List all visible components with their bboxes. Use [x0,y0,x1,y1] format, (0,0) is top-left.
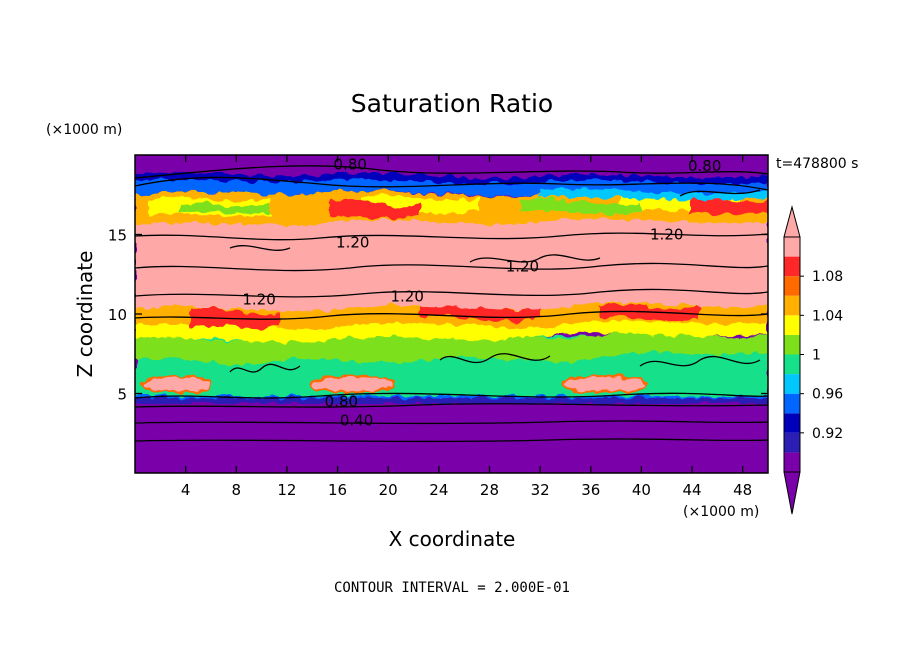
cloud-top-green [180,198,640,215]
contour-line [469,254,601,263]
colorbar-segment [784,393,800,414]
colorbar-label: 0.92 [812,426,843,442]
saturation-field [135,172,768,404]
colorbar-segment [784,315,800,335]
colorbar-label: 1.04 [812,308,843,324]
colorbar-label: 1.08 [812,269,843,285]
colorbar-segment [784,452,800,472]
supersaturated-layer [135,209,768,312]
x-tick-label: 40 [632,481,651,499]
y-ticks: 5 10 15 [108,227,768,404]
mixed-layer-red [190,300,700,329]
x-axis-unit: (×1000 m) [683,504,759,520]
colorbar-segment [784,237,800,257]
y-axis-unit: (×1000 m) [46,122,122,138]
contour-line [135,176,768,191]
contour-line [135,403,768,408]
colorbar-segment [784,374,800,394]
contour-label: 1.20 [242,291,275,309]
contour-label: 0.80 [688,157,721,175]
contour-line [135,420,768,425]
cloud-top-cyan [540,188,768,200]
contour-line [135,438,768,443]
colorbar-segment [784,432,800,453]
colorbar-under-arrow [783,471,801,515]
contour-line [135,288,768,298]
contour-line [679,189,761,197]
contour-line [639,355,761,367]
cloud-top-yellow [150,194,740,217]
contour-label: 1.20 [506,257,539,275]
plot-area: 0.80 0.80 1.20 1.20 1.20 1.20 1.20 0.80 0.40 [135,155,768,473]
y-tick-label: 15 [108,227,127,245]
lens-right [560,375,650,394]
contour-line [135,232,768,241]
chart-title: Saturation Ratio [351,89,553,118]
lens-left [140,375,212,394]
contour-label: 1.20 [336,233,369,251]
x-tick-label: 28 [480,481,499,499]
x-tick-label: 12 [277,481,296,499]
colorbar-segment [784,276,800,296]
colorbar-segment [784,295,800,316]
colorbar-segment [784,334,800,355]
colorbar-label: 1 [812,348,821,364]
y-tick-label: 10 [108,306,127,324]
lens-center [308,375,397,394]
contour-line [135,262,768,272]
colorbar-segment [784,354,800,375]
x-tick-label: 20 [379,481,398,499]
x-ticks: 4 8 12 16 20 24 28 32 36 40 44 48 [181,155,752,499]
colorbar-label: 0.96 [812,387,843,403]
x-tick-label: 8 [232,481,242,499]
contour-line [135,392,768,399]
time-label: t=478800 s [776,156,858,172]
cloud-top-red [330,198,768,219]
colorbar-segment [784,256,800,277]
x-tick-label: 16 [328,481,347,499]
contour-label: 1.20 [650,226,683,244]
x-tick-label: 48 [733,481,752,499]
colorbar-segment [784,413,800,433]
contour-label: 0.80 [334,156,367,174]
colorbar: 0.92 0.96 1 1.04 1.08 [783,205,843,515]
x-axis-label: X coordinate [389,527,516,551]
x-tick-label: 4 [181,481,191,499]
contour-line [229,363,301,373]
contour-label: 0.80 [325,392,358,410]
contour-line [135,310,768,320]
contour-line [135,165,768,179]
contour-label: 0.40 [340,412,373,430]
contour-lines [135,165,768,443]
contour-line [229,245,291,251]
y-tick-label: 5 [117,386,127,404]
contour-labels: 0.80 0.80 1.20 1.20 1.20 1.20 1.20 0.80 0.40 [242,156,721,430]
contour-label: 1.20 [390,288,423,306]
y-axis-label: Z coordinate [73,251,97,378]
x-tick-label: 32 [531,481,550,499]
colorbar-over-arrow [783,205,801,238]
x-tick-label: 24 [429,481,448,499]
x-tick-label: 36 [581,481,600,499]
contour-interval-label: CONTOUR INTERVAL = 2.000E-01 [334,580,570,596]
x-tick-label: 44 [682,481,701,499]
contour-line [439,353,551,364]
